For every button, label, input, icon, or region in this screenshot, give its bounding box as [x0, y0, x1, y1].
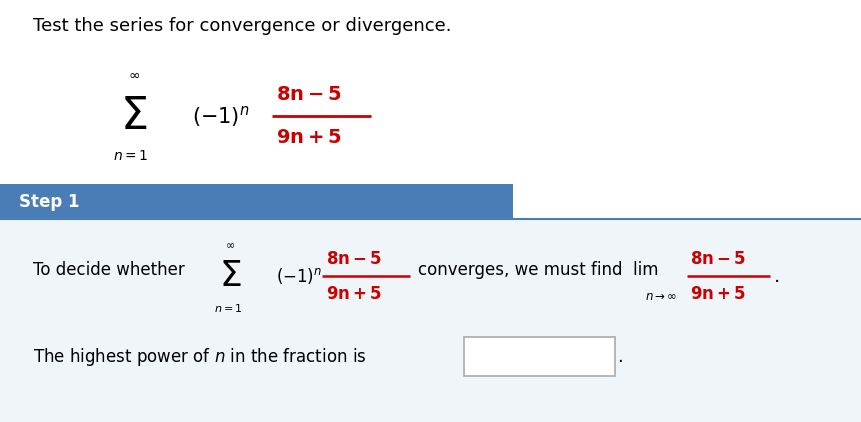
Text: $n = 1$: $n = 1$ — [214, 302, 243, 314]
Text: $\mathbf{9n+5}$: $\mathbf{9n+5}$ — [325, 285, 381, 303]
Text: $\infty$: $\infty$ — [225, 240, 235, 250]
Text: $\mathbf{9n+5}$: $\mathbf{9n+5}$ — [276, 128, 341, 148]
Text: $\Sigma$: $\Sigma$ — [219, 260, 241, 293]
Text: $\mathbf{8n-5}$: $\mathbf{8n-5}$ — [276, 84, 341, 104]
Text: $n \to \infty$: $n \to \infty$ — [644, 290, 677, 303]
FancyBboxPatch shape — [0, 219, 861, 422]
Text: $(-1)^n$: $(-1)^n$ — [276, 266, 322, 287]
FancyBboxPatch shape — [0, 184, 512, 219]
Text: $\mathbf{9n+5}$: $\mathbf{9n+5}$ — [689, 285, 745, 303]
Text: $\mathbf{8n-5}$: $\mathbf{8n-5}$ — [689, 250, 745, 268]
FancyBboxPatch shape — [463, 337, 614, 376]
Text: The highest power of $n$ in the fraction is: The highest power of $n$ in the fraction… — [33, 346, 366, 368]
Text: $\infty$: $\infty$ — [127, 68, 139, 82]
Text: .: . — [616, 348, 623, 365]
Text: .: . — [773, 267, 779, 286]
Text: $\mathbf{8n-5}$: $\mathbf{8n-5}$ — [325, 250, 381, 268]
FancyBboxPatch shape — [0, 0, 861, 219]
Text: Step 1: Step 1 — [19, 192, 79, 211]
Text: To decide whether: To decide whether — [33, 261, 184, 279]
Text: $n = 1$: $n = 1$ — [113, 149, 149, 163]
Text: $(-1)^n$: $(-1)^n$ — [192, 103, 250, 129]
Text: $\Sigma$: $\Sigma$ — [120, 95, 147, 138]
Text: Test the series for convergence or divergence.: Test the series for convergence or diver… — [33, 17, 450, 35]
Text: converges, we must find  lim: converges, we must find lim — [418, 261, 658, 279]
